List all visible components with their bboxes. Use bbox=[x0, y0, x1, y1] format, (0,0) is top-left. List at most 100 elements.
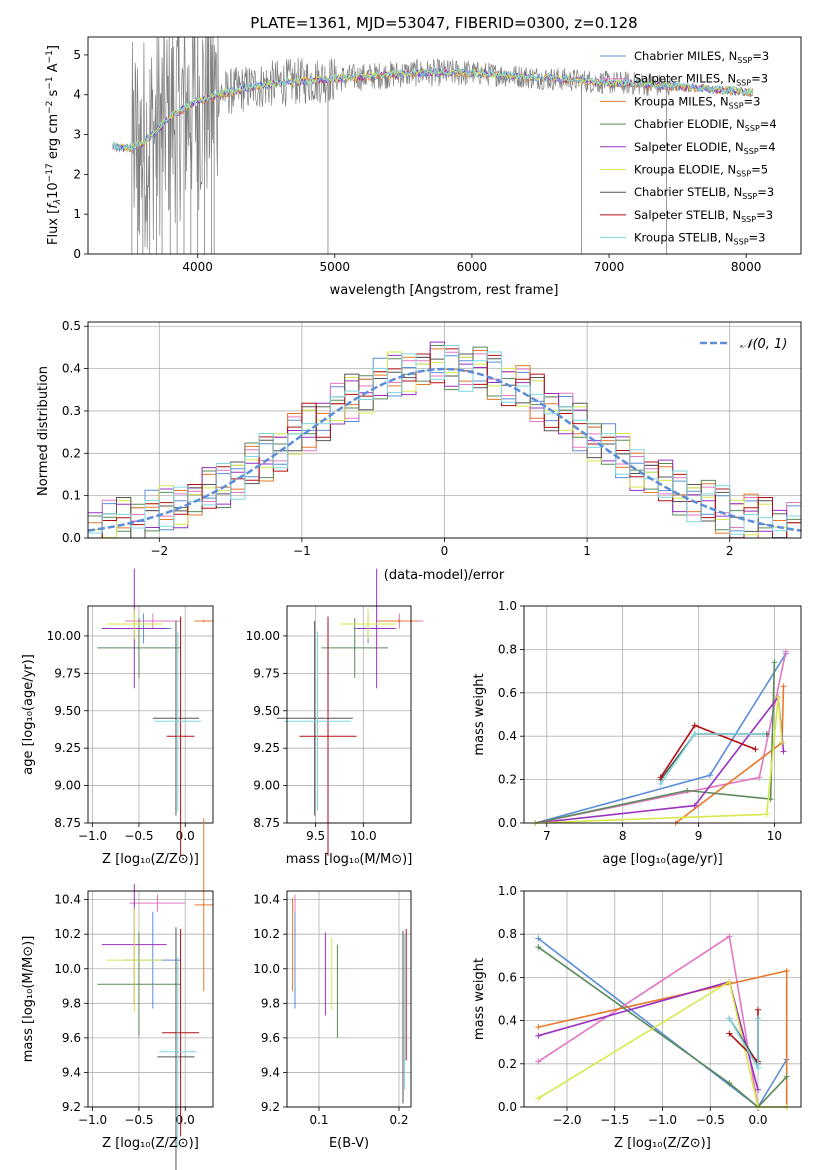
plot-frame bbox=[523, 605, 802, 824]
x-tick-label: 8 bbox=[619, 829, 627, 843]
plot-frame bbox=[87, 36, 802, 255]
legend-label-post: =3 bbox=[749, 231, 766, 245]
y-tick-label: 9.00 bbox=[54, 779, 81, 793]
weight-marker-kroupa_stelib bbox=[755, 1065, 762, 1072]
legend-label: Chabrier MILES, NSSP=3 bbox=[634, 49, 769, 65]
plot-frame bbox=[523, 890, 802, 1108]
y-axis-label: mass weight bbox=[472, 673, 487, 755]
x-tick-label: 7000 bbox=[594, 260, 625, 274]
legend-label-sub: SSP bbox=[736, 170, 751, 179]
legend-label-text: Kroupa STELIB, N bbox=[634, 231, 734, 245]
age-vs-mass-panel: 9.5 10.0 8.75 9.00 9.25 9.50 9.75 10.00 mass [lo… bbox=[246, 568, 424, 867]
legend-label-sub: SSP bbox=[736, 79, 751, 88]
weight-marker-salpeter_stelib bbox=[657, 774, 664, 781]
x-tick-label: −0.5 bbox=[124, 1113, 153, 1127]
weight-marker-kroupa_stelib bbox=[755, 1015, 762, 1022]
residual-data bbox=[88, 341, 801, 538]
x-tick-label: −0.5 bbox=[696, 1113, 725, 1127]
legend-label-sub: SSP bbox=[742, 192, 757, 201]
weight-marker-salpeter_miles bbox=[726, 933, 733, 940]
y-tick-label: 2 bbox=[73, 167, 81, 181]
x-tick-label: −2 bbox=[150, 544, 168, 558]
model-kroupa_stelib bbox=[112, 67, 754, 152]
legend-label: Kroupa MILES, NSSP=3 bbox=[634, 94, 760, 110]
x-tick-label: −1.0 bbox=[648, 1113, 677, 1127]
x-axis-label: Z [log₁₀(Z/Z⊙)] bbox=[102, 852, 199, 867]
y-tick-label: 9.4 bbox=[62, 1065, 81, 1079]
x-tick-label: 9.5 bbox=[306, 829, 325, 843]
y-tick-label: 10.0 bbox=[253, 962, 280, 976]
legend-label: Kroupa STELIB, NSSP=3 bbox=[634, 231, 765, 247]
gaussian-curve bbox=[88, 367, 801, 532]
legend-label-sub: SSP bbox=[729, 101, 744, 110]
weight-marker-kroupa_stelib bbox=[760, 731, 767, 738]
y-tick-label: 10.00 bbox=[47, 629, 81, 643]
plot-frame bbox=[286, 890, 412, 1108]
legend-label-post: =3 bbox=[744, 94, 761, 108]
y-tick-label: 9.00 bbox=[253, 779, 280, 793]
spectrum-title: PLATE=1361, MJD=53047, FIBERID=0300, z=0… bbox=[250, 14, 637, 32]
y-tick-label: 9.25 bbox=[54, 741, 81, 755]
weight-line-chabrier_elodie bbox=[535, 662, 776, 824]
y-tick-label: 0.8 bbox=[498, 642, 517, 656]
legend-label-post: =4 bbox=[760, 117, 777, 131]
weight-marker-kroupa_elodie bbox=[535, 1095, 542, 1102]
y-tick-label: 9.6 bbox=[62, 1031, 81, 1045]
y-tick-label: 10.00 bbox=[246, 629, 280, 643]
age-vs-Z-panel: −1.0 −0.5 0.0 8.75 9.00 9.25 9.50 9.75 10.00 Z [l… bbox=[21, 568, 214, 867]
x-tick-label: 10.0 bbox=[350, 829, 377, 843]
weight-marker-salpeter_miles bbox=[535, 1058, 542, 1065]
legend-label-sub: SSP bbox=[741, 215, 756, 224]
y-tick-label: 0.0 bbox=[62, 531, 81, 545]
x-tick-label: 8000 bbox=[731, 260, 762, 274]
y-tick-label: 1.0 bbox=[498, 884, 517, 898]
residual-ylabel: Normed distribution bbox=[36, 366, 51, 496]
y-axis-label: mass weight bbox=[472, 958, 487, 1040]
weight-line-kroupa_elodie bbox=[535, 697, 783, 824]
legend-label-text: Kroupa ELODIE, N bbox=[634, 163, 736, 177]
x-tick-label: −1.0 bbox=[78, 829, 107, 843]
legend-label-sub: SSP bbox=[745, 124, 760, 133]
weight-marker-chabrier_elodie bbox=[726, 1080, 733, 1087]
y-tick-label: 0.2 bbox=[62, 446, 81, 460]
x-axis-label: E(B-V) bbox=[329, 1136, 369, 1151]
y-tick-label: 9.50 bbox=[54, 704, 81, 718]
observed-spectrum bbox=[112, 37, 754, 250]
weight-marker-chabrier_miles bbox=[706, 772, 713, 779]
x-tick-label: −1.5 bbox=[600, 1113, 629, 1127]
plot-frame bbox=[87, 321, 802, 539]
spectrum-ylabel: Flux [fλ10−17 erg cm−2 s−1 A−1] bbox=[45, 45, 63, 245]
legend-label: Salpeter STELIB, NSSP=3 bbox=[634, 208, 773, 224]
weight-marker-salpeter_stelib bbox=[691, 722, 698, 729]
weight-marker-chabrier_elodie bbox=[783, 1073, 790, 1080]
x-tick-label: 0.1 bbox=[309, 1113, 328, 1127]
x-tick-label: 0.0 bbox=[176, 829, 195, 843]
legend-label-post: =4 bbox=[759, 140, 776, 154]
legend-label-sub: SSP bbox=[734, 238, 749, 247]
plot-frame bbox=[87, 890, 214, 1108]
y-tick-label: 10.2 bbox=[54, 927, 81, 941]
y-tick-label: 9.4 bbox=[261, 1065, 280, 1079]
legend-label: Chabrier STELIB, NSSP=3 bbox=[634, 185, 774, 201]
x-tick-label: 9 bbox=[695, 829, 703, 843]
x-tick-label: 1 bbox=[583, 544, 591, 558]
legend-label-text: Salpeter ELODIE, N bbox=[634, 140, 744, 154]
x-axis-label: Z [log₁₀(Z/Z⊙)] bbox=[102, 1136, 199, 1151]
y-tick-label: 9.8 bbox=[261, 996, 280, 1010]
legend-label: Chabrier ELODIE, NSSP=4 bbox=[634, 117, 777, 133]
weight-marker-kroupa_elodie bbox=[775, 694, 782, 701]
legend-label-text: Chabrier STELIB, N bbox=[634, 185, 742, 199]
legend-label: Kroupa ELODIE, NSSP=5 bbox=[634, 163, 768, 179]
weight-marker-chabrier_elodie bbox=[535, 944, 542, 951]
x-tick-label: 0.2 bbox=[389, 1113, 408, 1127]
y-tick-label: 0.3 bbox=[62, 404, 81, 418]
y-tick-label: 0.4 bbox=[498, 1014, 517, 1028]
plot-frame bbox=[87, 605, 214, 824]
x-tick-label: −0.5 bbox=[124, 829, 153, 843]
legend-label: Salpeter MILES, NSSP=3 bbox=[634, 72, 768, 88]
weight-marker-salpeter_stelib bbox=[755, 1006, 762, 1013]
y-tick-label: 9.8 bbox=[62, 996, 81, 1010]
x-tick-label: −1.0 bbox=[78, 1113, 107, 1127]
spectrum-legend: Chabrier MILES, NSSP=3 Salpeter MILES, NS… bbox=[600, 49, 777, 247]
y-tick-label: 10.4 bbox=[253, 893, 280, 907]
